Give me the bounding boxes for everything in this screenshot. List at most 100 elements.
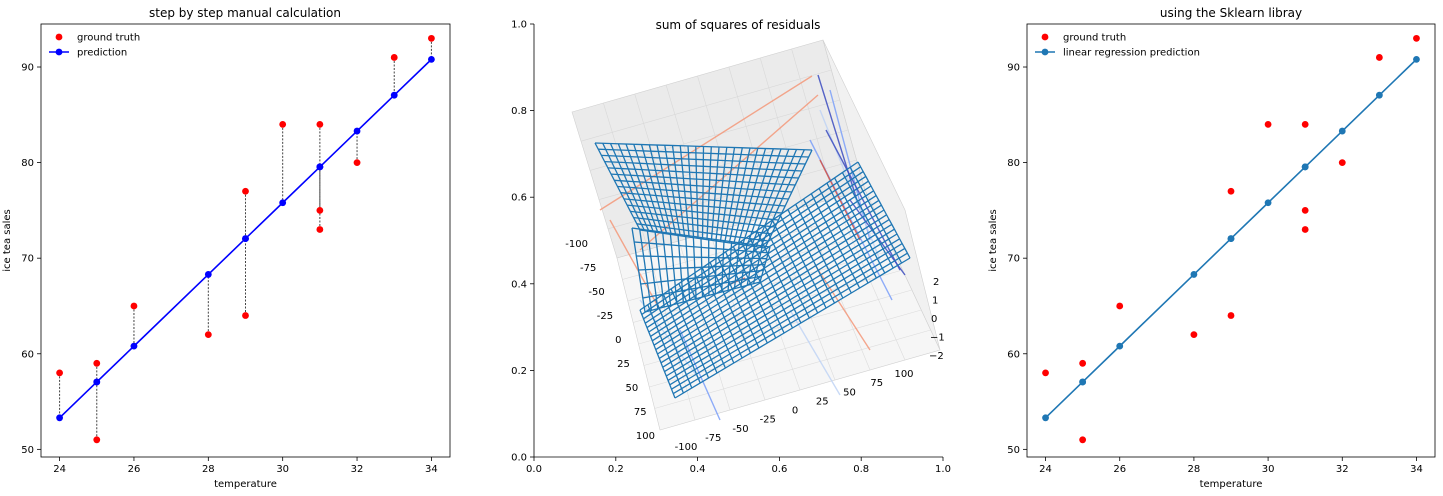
surface-wire-middle (631, 227, 771, 248)
depth-axis-tick-label: 25 (617, 359, 630, 370)
y-tick-label: 90 (21, 63, 34, 74)
legend-marker-ground-truth (1041, 33, 1049, 41)
width-axis-tick-label: 50 (843, 387, 856, 398)
depth-axis-tick-label: -25 (597, 311, 613, 322)
y-tick-label: 70 (21, 254, 34, 265)
surface-wire-upper (630, 210, 776, 228)
prediction-point (1375, 91, 1383, 99)
depth-axis-tick-label: 100 (636, 431, 655, 442)
panel-2-title: sum of squares of residuals (656, 18, 821, 32)
y-tick-label: 60 (1007, 349, 1020, 360)
height-axis-tick-label: 0 (931, 314, 937, 325)
surface-wire-lower (639, 161, 859, 311)
surface-wire-upper (601, 154, 806, 165)
surface-wire-lower (672, 252, 908, 395)
prediction-point (1301, 163, 1309, 171)
surface-wire-upper (604, 160, 802, 172)
prediction-point (1079, 378, 1087, 386)
x-axis-label: temperature (1200, 479, 1263, 490)
y-tick-label: 90 (1007, 63, 1020, 74)
surface-wire-upper (611, 173, 796, 186)
x-axis-label: temperature (214, 479, 277, 490)
depth-axis-tick-label: -75 (580, 263, 596, 274)
surface-wire-lower (665, 233, 898, 377)
ground-truth-point (204, 331, 212, 339)
ground-truth-point (1227, 312, 1235, 319)
floor-grid-line (622, 209, 875, 280)
prediction-point (1190, 271, 1198, 278)
back-grid-line (580, 69, 832, 142)
legend-label-ground-truth: ground truth (1063, 33, 1126, 44)
prediction-point (1264, 199, 1272, 207)
surface-wire-lower (655, 204, 882, 351)
surface-wire-lower (646, 180, 869, 329)
contour-line (819, 109, 881, 261)
prediction-point (1042, 414, 1049, 422)
ground-truth-point (1042, 369, 1049, 377)
ground-truth-point (353, 159, 361, 166)
ground-truth-point (1301, 206, 1309, 214)
y-tick-label: 80 (1007, 158, 1020, 169)
height-axis-tick-label: 1 (932, 296, 938, 307)
ground-truth-point (1227, 187, 1235, 195)
ground-truth-point (242, 312, 249, 319)
outer-y-tick-label: 0.0 (511, 453, 527, 464)
x-tick-label: 32 (1336, 464, 1349, 475)
legend-label-ground-truth: ground truth (77, 33, 140, 44)
depth-axis-tick-label: 75 (634, 407, 647, 418)
legend-label-prediction: linear regression prediction (1063, 48, 1200, 59)
outer-x-tick-label: 0.4 (690, 464, 706, 475)
surface-wire-upper (607, 167, 799, 179)
prediction-point (316, 163, 324, 171)
surface-wire-middle (636, 255, 767, 260)
x-tick-label: 24 (53, 464, 66, 475)
panel-3-title: using the Sklearn libray (1160, 6, 1302, 20)
ground-truth-point (1079, 436, 1087, 444)
x-tick-label: 34 (425, 464, 438, 475)
depth-axis-tick-label: -100 (565, 239, 588, 250)
surface-wire-middle (634, 241, 769, 254)
ground-truth-point (242, 187, 249, 195)
prediction-line (1044, 58, 1418, 419)
ground-truth-point (93, 359, 101, 367)
surface-wire-lower (660, 219, 890, 364)
prediction-point (390, 91, 398, 99)
legend-marker-ground-truth (55, 33, 63, 41)
surface-wire-upper (598, 148, 809, 158)
ground-truth-point (1190, 331, 1198, 339)
ground-truth-point (316, 206, 324, 214)
depth-axis-tick-label: 0 (615, 335, 621, 346)
plot-frame (1026, 23, 1436, 458)
ground-truth-point (316, 226, 324, 233)
surface-wire-lower (669, 243, 903, 386)
floor-grid-line (643, 289, 912, 366)
ground-truth-point (1079, 359, 1087, 367)
surface-wire-upper (633, 216, 772, 235)
y-axis-label: ice tea sales (2, 209, 13, 271)
surface-wire-lower (671, 247, 906, 390)
y-tick-label: 60 (21, 349, 34, 360)
surface-wire-upper (620, 192, 786, 207)
ground-truth-point (93, 436, 101, 444)
x-tick-label: 34 (1410, 464, 1423, 475)
x-tick-label: 28 (202, 464, 215, 475)
width-axis-tick-label: 75 (870, 378, 883, 389)
depth-axis-tick-label: -50 (588, 287, 604, 298)
surface-wire-lower (641, 166, 861, 315)
legend-marker-prediction (1041, 48, 1049, 56)
prediction-point (428, 55, 435, 63)
surface-wire-lower (644, 175, 867, 324)
x-tick-label: 24 (1039, 464, 1052, 475)
width-axis-tick-label: 0 (792, 406, 798, 417)
y-tick-label: 50 (1007, 445, 1020, 456)
outer-y-tick-label: 0.2 (511, 366, 527, 377)
surface-wire-upper (617, 185, 789, 200)
surface-wire-upper (594, 142, 813, 151)
prediction-point (1116, 342, 1124, 350)
height-axis-tick-label: −1 (930, 333, 945, 344)
surface-wire-upper (623, 198, 782, 214)
surface-wire-upper (627, 204, 779, 221)
y-tick-label: 80 (21, 158, 34, 169)
ground-truth-point (1413, 34, 1420, 42)
